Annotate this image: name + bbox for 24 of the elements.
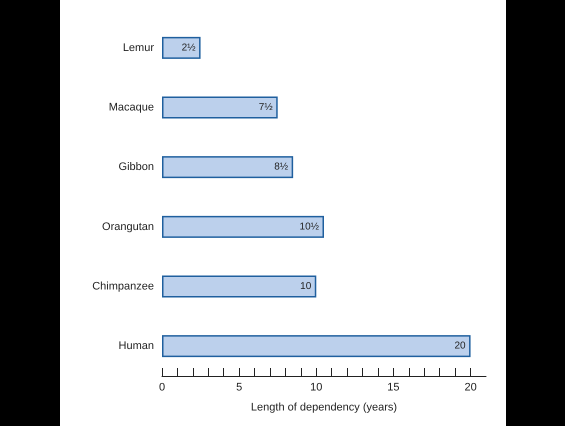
x-tick-label: 20 [464,382,477,394]
y-tick-label: Gibbon [118,161,154,174]
bar [162,276,316,298]
data-label: 10½ [300,221,320,232]
y-tick-label: Macaque [108,102,154,114]
x-tick-label: 15 [387,382,400,394]
data-label: 10 [300,281,312,292]
data-label: 2½ [182,42,196,54]
x-axis-title: Length of dependency (years) [250,402,398,414]
y-tick-label: Orangutan [102,220,154,233]
bar [162,216,324,238]
bar [162,36,201,59]
bar [162,96,278,118]
x-tick-label: 10 [310,382,322,394]
y-tick-label: Lemur [122,42,154,54]
x-tick-label: 5 [236,382,242,394]
bar [162,156,294,178]
data-label: 20 [454,340,466,352]
data-label: 7½ [258,102,274,113]
y-tick-label: Chimpanzee [92,280,154,292]
y-tick-label: Human [118,340,154,352]
bar [162,335,471,358]
x-tick-label: 0 [158,382,166,394]
data-label: 8½ [274,162,289,173]
